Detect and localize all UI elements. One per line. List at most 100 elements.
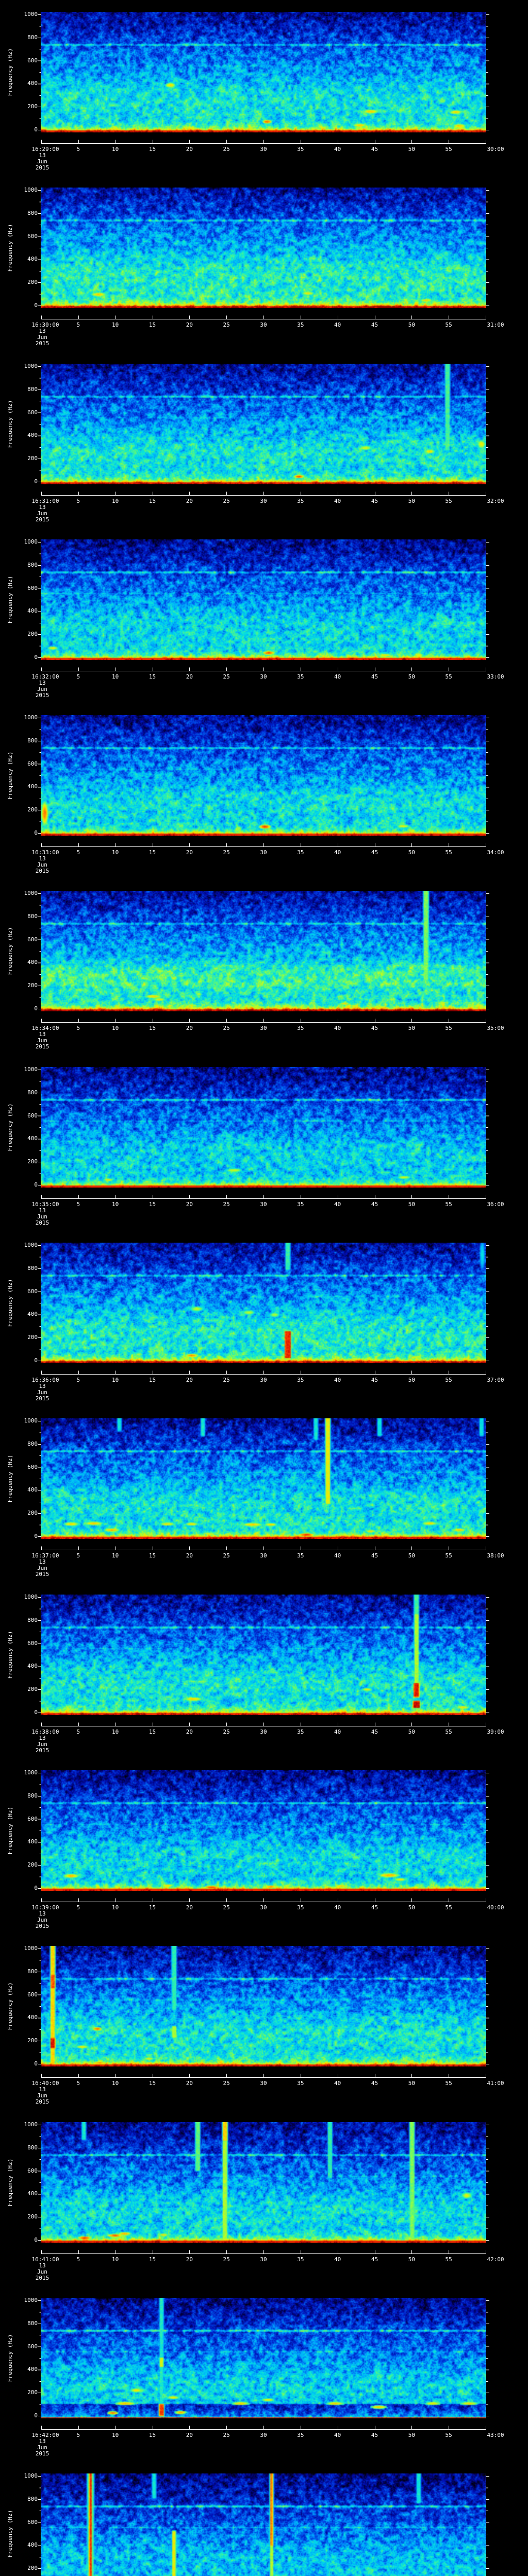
x-tick-label: 15	[148, 673, 156, 680]
y-tick-label: 800	[27, 2495, 38, 2502]
spectrogram-image	[41, 891, 486, 1011]
y-tick-label: 1000	[24, 1945, 38, 1952]
x-tick-label: 15	[148, 1552, 156, 1559]
x-tick-label: 40	[334, 2256, 341, 2263]
date-line: Jun	[37, 2268, 47, 2275]
y-tick-label: 400	[27, 80, 38, 87]
x-tick-label: 10	[112, 2080, 119, 2087]
x-tick-label: 15	[148, 1025, 156, 1031]
x-start-time-label: 16:37:00	[31, 1552, 59, 1559]
y-tick-label: 600	[27, 1991, 38, 1998]
y-tick-label: 800	[27, 561, 38, 568]
x-tick-label: 20	[186, 1201, 193, 1208]
y-tick-label: 800	[27, 2144, 38, 2151]
axes	[38, 891, 489, 1023]
x-tick-label: 45	[371, 321, 378, 328]
x-end-time-label: 41:00	[487, 2080, 504, 2087]
y-tick-label: 0	[34, 126, 38, 133]
date-line: 13	[39, 1031, 46, 1038]
x-tick-label: 20	[186, 849, 193, 856]
x-end-time-label: 40:00	[487, 1904, 504, 1911]
x-tick-label: 55	[445, 1552, 452, 1559]
x-tick-label: 55	[445, 673, 452, 680]
y-tick-label: 800	[27, 1792, 38, 1799]
y-tick-label: 600	[27, 584, 38, 591]
date-line: 13	[39, 2262, 46, 2269]
x-tick-label: 45	[371, 849, 378, 856]
x-end-time-label: 43:00	[487, 2432, 504, 2438]
y-tick-label: 200	[27, 2389, 38, 2396]
y-tick-label: 400	[27, 959, 38, 966]
y-tick-label: 600	[27, 2343, 38, 2350]
y-tick-label: 0	[34, 2412, 38, 2419]
x-tick-label: 45	[371, 1728, 378, 1735]
y-tick-label: 600	[27, 1112, 38, 1119]
axis-lines-and-ticks	[38, 2122, 489, 2254]
y-tick-label: 1000	[24, 1066, 38, 1073]
x-tick-label: 55	[445, 321, 452, 328]
x-tick-label: 25	[223, 498, 230, 504]
x-tick-label: 30	[260, 1201, 267, 1208]
y-tick-label: 1000	[24, 538, 38, 545]
axis-lines-and-ticks	[38, 2473, 489, 2576]
date-line: 2015	[35, 340, 50, 347]
x-tick-label: 55	[445, 1025, 452, 1031]
y-tick-label: 800	[27, 912, 38, 920]
x-tick-label: 10	[112, 1904, 119, 1911]
x-tick-label: 35	[297, 321, 304, 328]
x-tick-label: 25	[223, 1201, 230, 1208]
x-tick-label: 50	[408, 1377, 415, 1383]
axes	[38, 1418, 489, 1550]
x-start-time-label: 16:34:00	[31, 1025, 59, 1031]
axis-lines-and-ticks	[38, 1946, 489, 2078]
x-tick-label: 25	[223, 1552, 230, 1559]
x-end-time-label: 37:00	[487, 1377, 504, 1383]
y-tick-label: 0	[34, 1357, 38, 1364]
x-tick-label: 10	[112, 498, 119, 504]
x-tick-label: 30	[260, 1025, 267, 1031]
x-tick-label: 30	[260, 498, 267, 504]
y-axis-title: Frequency (Hz)	[7, 2158, 13, 2207]
date-line: 13	[39, 680, 46, 686]
date-line: 13	[39, 504, 46, 511]
spectrogram-image	[41, 2122, 486, 2243]
axis-lines-and-ticks	[38, 1067, 489, 1199]
date-line: 2015	[35, 2450, 50, 2457]
date-line: 2015	[35, 2275, 50, 2281]
spectrogram-image	[41, 1770, 486, 1891]
date-line: Jun	[37, 2092, 47, 2099]
y-tick-label: 1000	[24, 714, 38, 721]
date-line: 2015	[35, 1219, 50, 1226]
x-tick-label: 35	[297, 1025, 304, 1031]
x-end-time-label: 32:00	[487, 498, 504, 504]
x-tick-label: 25	[223, 1025, 230, 1031]
y-tick-label: 200	[27, 1510, 38, 1517]
x-tick-label: 40	[334, 1904, 341, 1911]
axes	[38, 1946, 489, 2078]
y-tick-label: 200	[27, 103, 38, 110]
x-tick-label: 35	[297, 1552, 304, 1559]
y-tick-label: 400	[27, 1486, 38, 1494]
axes	[38, 364, 489, 496]
x-tick-label: 15	[148, 1377, 156, 1383]
spectrogram-image	[41, 364, 486, 484]
x-end-time-label: 34:00	[487, 849, 504, 856]
date-line: Jun	[37, 1741, 47, 1748]
date-line: Jun	[37, 861, 47, 868]
y-axis-title: Frequency (Hz)	[7, 2510, 13, 2558]
date-line: 13	[39, 2438, 46, 2445]
x-end-time-label: 31:00	[487, 321, 504, 328]
date-line: 2015	[35, 692, 50, 699]
x-tick-label: 20	[186, 146, 193, 152]
y-tick-label: 600	[27, 232, 38, 240]
x-tick-label: 55	[445, 1728, 452, 1735]
axis-lines-and-ticks	[38, 1243, 489, 1375]
y-tick-label: 200	[27, 806, 38, 814]
x-tick-label: 20	[186, 1025, 193, 1031]
y-axis-title: Frequency (Hz)	[7, 575, 13, 624]
x-tick-label: 40	[334, 1377, 341, 1383]
x-tick-label: 50	[408, 498, 415, 504]
spectrogram-image	[41, 12, 486, 132]
spectrogram-panel: Frequency (Hz) 1000 800 600 400 200 0 16:37:00 1…	[0, 1406, 528, 1582]
